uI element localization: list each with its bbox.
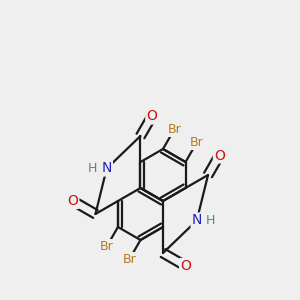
Text: H: H: [88, 162, 98, 175]
Text: H: H: [206, 214, 215, 227]
Text: O: O: [214, 148, 225, 163]
Text: N: N: [192, 214, 202, 227]
Text: Br: Br: [100, 240, 114, 253]
Text: O: O: [180, 259, 191, 273]
Text: Br: Br: [167, 123, 181, 136]
Text: N: N: [101, 161, 112, 176]
Text: O: O: [146, 110, 157, 124]
Text: O: O: [68, 194, 78, 208]
Text: Br: Br: [190, 136, 204, 149]
Text: Br: Br: [122, 253, 136, 266]
